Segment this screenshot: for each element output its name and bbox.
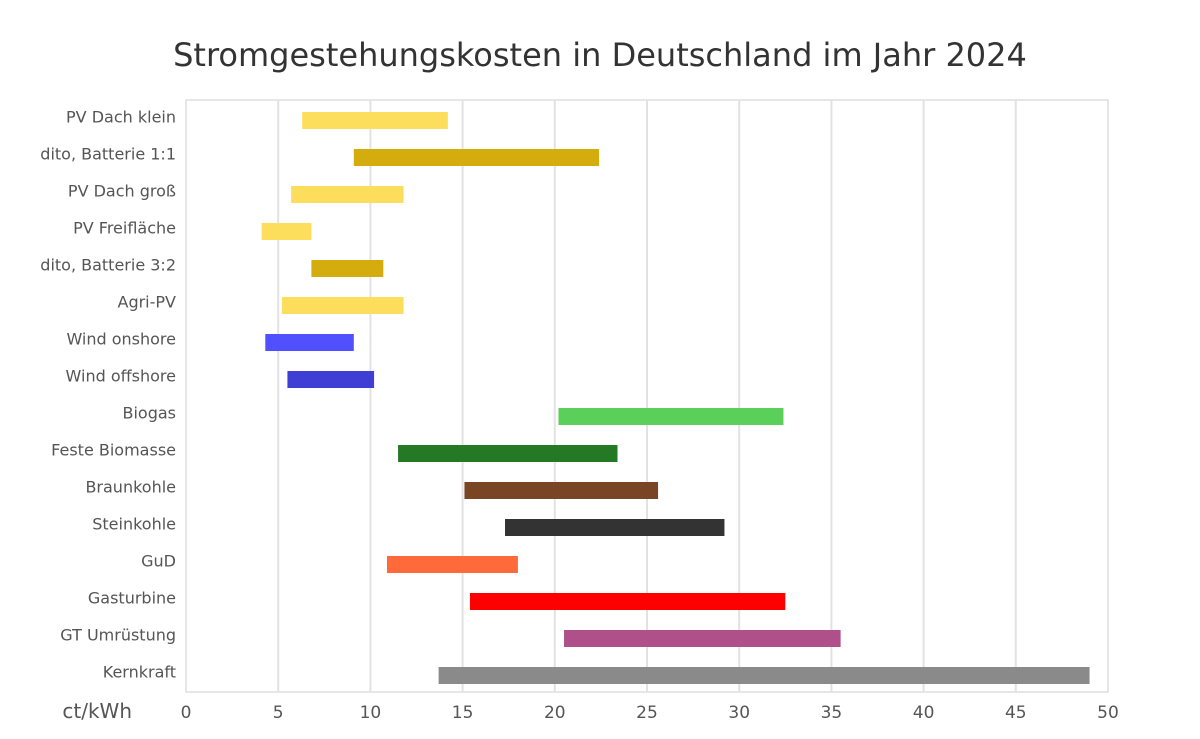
x-tick-label: 0 [181, 703, 192, 723]
category-label: Gasturbine [88, 589, 176, 608]
x-tick-label: 15 [452, 703, 474, 723]
range-bar [438, 667, 1090, 684]
x-tick-label: 20 [544, 703, 566, 723]
range-bar [353, 149, 600, 166]
x-tick-label: 5 [273, 703, 284, 723]
range-bar [265, 334, 354, 351]
x-tick-label: 35 [821, 703, 843, 723]
x-tick-labels: 0 5 10 15 20 25 30 35 40 45 50 [181, 703, 1119, 723]
category-label: GT Umrüstung [60, 626, 176, 645]
category-label: Kernkraft [103, 663, 176, 682]
category-label: PV Freifläche [73, 219, 176, 238]
range-bar [302, 112, 448, 129]
category-labels: PV Dach klein dito, Batterie 1:1 PV Dach g… [40, 108, 176, 682]
category-label: PV Dach groß [68, 182, 176, 201]
range-bar [291, 186, 404, 203]
x-tick-label: 30 [728, 703, 750, 723]
category-label: Braunkohle [85, 478, 176, 497]
category-label: Agri-PV [118, 293, 177, 312]
category-label: dito, Batterie 3:2 [40, 256, 176, 275]
range-bar [469, 593, 786, 610]
x-tick-label: 10 [360, 703, 382, 723]
range-bar [261, 223, 312, 240]
range-bars [261, 112, 1090, 684]
range-bar [564, 630, 841, 647]
range-bar [505, 519, 725, 536]
category-label: GuD [141, 552, 176, 571]
category-label: Wind onshore [66, 330, 176, 349]
x-tick-label: 40 [913, 703, 935, 723]
range-bar [386, 556, 518, 573]
range-bar [311, 260, 384, 277]
category-label: Steinkohle [92, 515, 176, 534]
category-label: Wind offshore [66, 367, 176, 386]
x-tick-label: 45 [1005, 703, 1027, 723]
chart-title: Stromgestehungskosten in Deutschland im … [173, 36, 1027, 74]
category-label: Feste Biomasse [51, 441, 176, 460]
range-bar [558, 408, 784, 425]
range-bar [281, 297, 404, 314]
x-axis-label: ct/kWh [62, 699, 132, 723]
range-bar [398, 445, 618, 462]
x-tick-label: 50 [1097, 703, 1119, 723]
category-label: dito, Batterie 1:1 [40, 145, 176, 164]
category-label: Biogas [122, 404, 176, 423]
x-tick-label: 25 [636, 703, 658, 723]
range-bar [287, 371, 375, 388]
range-bar [464, 482, 659, 499]
category-label: PV Dach klein [66, 108, 176, 127]
